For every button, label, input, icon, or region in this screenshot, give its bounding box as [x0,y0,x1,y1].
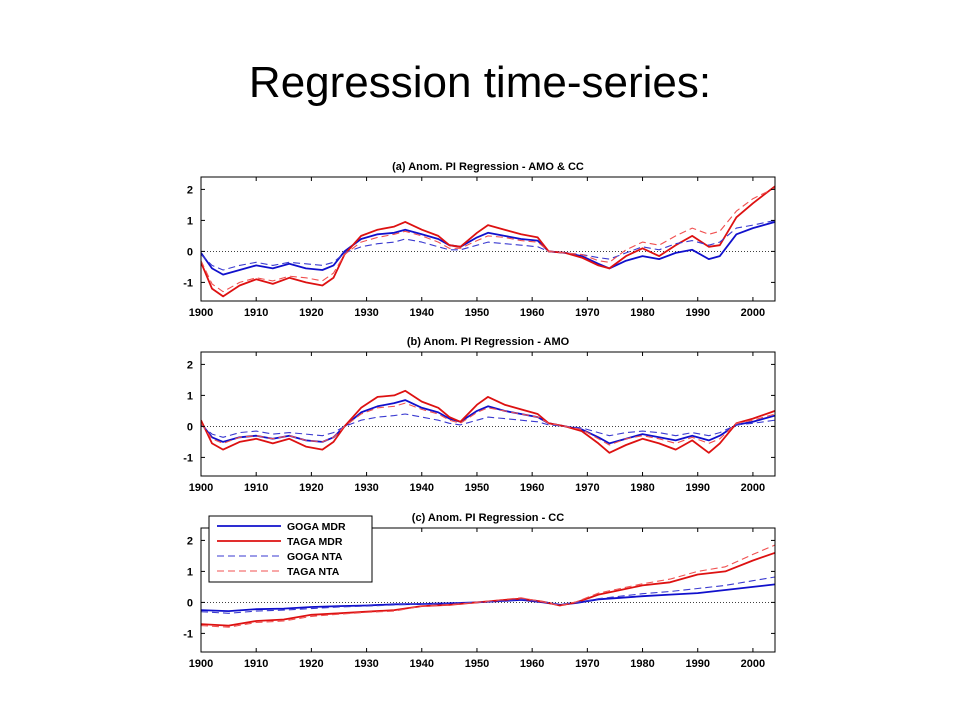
x-tick-label: 1970 [575,658,599,670]
x-tick-label: 1980 [630,307,654,319]
y-tick-label: -1 [183,452,193,464]
x-tick-label: 1950 [465,307,489,319]
x-tick-label: 1930 [354,482,378,494]
legend-label: TAGA NTA [287,566,340,578]
series-line-taga-mdr [201,551,775,627]
x-tick-label: 1990 [685,307,709,319]
plot-frame [200,351,776,477]
panel-c: (c) Anom. PI Regression - CC 1900 1910 1920… [183,512,776,670]
y-tick-label: 1 [187,566,193,578]
x-tick-label: 1900 [189,658,213,670]
x-tick-label: 2000 [741,307,765,319]
x-tick-label: 2000 [741,658,765,670]
x-tick-label: 1930 [354,307,378,319]
legend-label: GOGA NTA [287,551,343,563]
series-line-taga-mdr [201,389,775,454]
series-line-goga-nta [201,219,775,271]
x-tick-label: 1960 [520,482,544,494]
plot-frame [200,527,776,653]
x-tick-label: 1990 [685,658,709,670]
y-tick-label: 1 [187,390,193,402]
y-tick-label: 2 [187,359,193,371]
legend-label: GOGA MDR [287,521,346,533]
x-tick-label: 1910 [244,658,268,670]
legend-box [208,515,373,583]
series-line-taga-nta [201,544,775,628]
y-tick-label: 0 [187,246,193,258]
x-tick-label: 1940 [410,307,434,319]
panel-title: (b) Anom. PI Regression - AMO [407,336,570,348]
x-tick-label: 1910 [244,307,268,319]
x-tick-label: 1970 [575,482,599,494]
legend: GOGA MDR TAGA MDR GOGA NTA TAGA NTA [208,515,373,583]
y-tick-label: 2 [187,184,193,196]
x-tick-label: 1950 [465,658,489,670]
x-tick-label: 1900 [189,482,213,494]
x-tick-label: 1900 [189,307,213,319]
series-line-taga-nta [201,187,775,293]
x-tick-label: 1940 [410,658,434,670]
y-tick-label: 0 [187,421,193,433]
x-tick-label: 1960 [520,658,544,670]
x-tick-label: 1980 [630,658,654,670]
x-tick-label: 1920 [299,307,323,319]
x-tick-label: 1920 [299,482,323,494]
series-line-goga-mdr [201,399,775,445]
series-line-taga-mdr [201,185,775,298]
panel-b: (b) Anom. PI Regression - AMO 1900 1910 192… [183,336,776,494]
series-line-goga-mdr [201,221,775,276]
panel-title: (a) Anom. PI Regression - AMO & CC [392,161,584,173]
panel-a: (a) Anom. PI Regression - AMO & CC 1900 19… [183,161,776,319]
x-tick-label: 1980 [630,482,654,494]
x-tick-label: 1970 [575,307,599,319]
x-tick-label: 1960 [520,307,544,319]
series-line-goga-nta [201,413,775,438]
y-tick-label: -1 [183,628,193,640]
x-tick-label: 1930 [354,658,378,670]
legend-label: TAGA MDR [287,536,343,548]
slide-title: Regression time-series: [248,58,712,107]
x-tick-label: 1950 [465,482,489,494]
x-tick-label: 1910 [244,482,268,494]
x-tick-label: 1920 [299,658,323,670]
panel-title: (c) Anom. PI Regression - CC [412,512,564,524]
series-line-goga-nta [201,576,775,614]
series-line-goga-mdr [201,583,775,612]
x-tick-label: 2000 [741,482,765,494]
x-tick-label: 1990 [685,482,709,494]
y-tick-label: 1 [187,215,193,227]
x-tick-label: 1940 [410,482,434,494]
y-tick-label: -1 [183,277,193,289]
y-tick-label: 0 [187,597,193,609]
y-tick-label: 2 [187,535,193,547]
series-line-taga-nta [201,402,775,446]
plot-frame [200,176,776,302]
